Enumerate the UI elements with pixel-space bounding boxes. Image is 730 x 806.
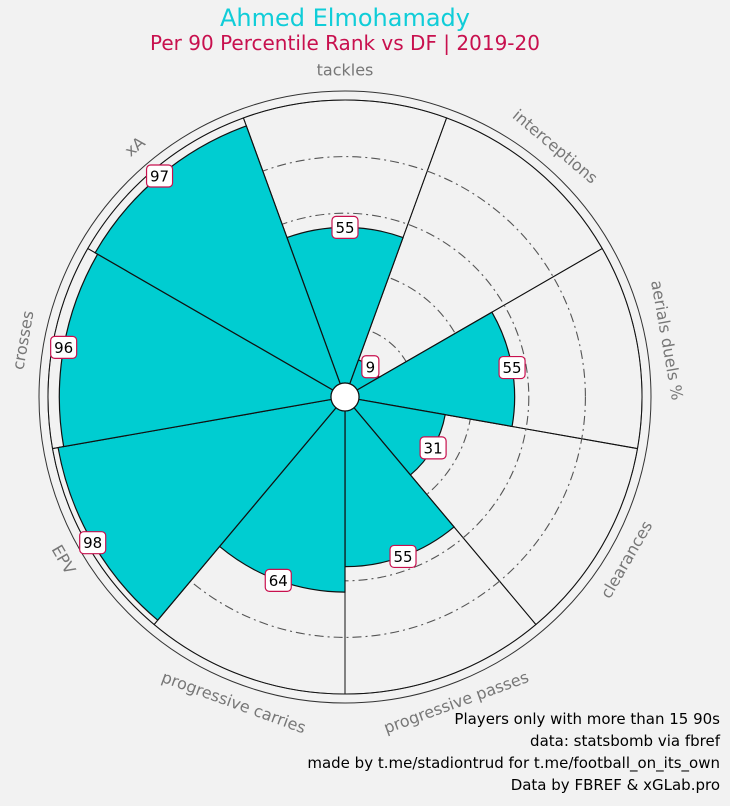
category-label-crosses: crosses: [8, 309, 37, 371]
value-badge-crosses: [50, 335, 78, 359]
value-label-interceptions: 9: [366, 358, 376, 376]
value-badge-aerials-duels: [498, 355, 526, 380]
footer-note-made-by: made by t.me/stadiontrud for t.me/footba…: [307, 754, 720, 772]
value-label-crosses: 96: [54, 339, 73, 357]
value-label-progressive-carries: 64: [269, 572, 288, 590]
value-label-progressive-passes: 55: [393, 548, 412, 566]
value-label-tackles: 55: [335, 219, 354, 237]
value-badge-tackles: [331, 215, 359, 239]
center-hole: [330, 382, 360, 412]
value-badge-clearances: [419, 436, 447, 460]
player-title: Ahmed Elmohamady: [220, 4, 470, 32]
category-label-xa: xA: [121, 133, 149, 161]
category-label-aerials-duels: aerials duels %: [647, 279, 687, 402]
category-label-epv: EPV: [48, 541, 80, 577]
value-label-xa: 97: [150, 167, 169, 185]
value-badge-xa: [145, 164, 174, 188]
footer-note-data-source: data: statsbomb via fbref: [530, 732, 720, 750]
footer-note-min-90s: Players only with more than 15 90s: [454, 710, 720, 728]
footer-note-data-by: Data by FBREF & xGLab.pro: [510, 776, 720, 794]
value-label-epv: 98: [83, 534, 102, 552]
value-badge-epv: [79, 531, 107, 555]
value-badge-progressive-carries: [264, 568, 292, 592]
value-label-clearances: 31: [424, 439, 443, 457]
value-badge-progressive-passes: [389, 544, 417, 569]
category-label-tackles: tackles: [317, 61, 374, 80]
chart-subtitle: Per 90 Percentile Rank vs DF | 2019-20: [150, 31, 540, 55]
value-label-aerials-duels: 55: [503, 359, 522, 377]
value-badge-interceptions: [361, 355, 380, 379]
